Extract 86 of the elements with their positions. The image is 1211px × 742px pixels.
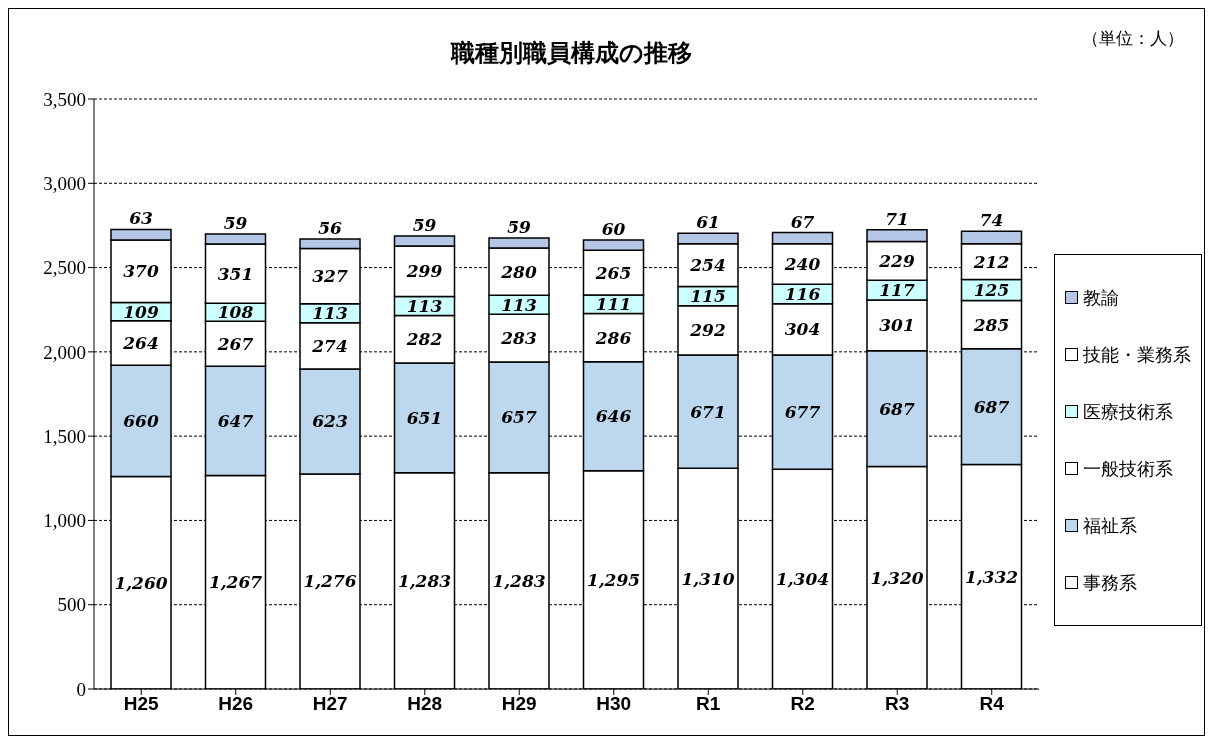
data-label: 113 bbox=[406, 295, 443, 316]
data-label: 1,332 bbox=[964, 566, 1019, 587]
y-tick-label: 500 bbox=[57, 594, 86, 616]
data-label: 285 bbox=[972, 314, 1010, 335]
x-tick-label: H29 bbox=[501, 693, 537, 715]
y-tick-label: 0 bbox=[76, 678, 86, 700]
data-label: 660 bbox=[123, 411, 159, 432]
data-label: 1,283 bbox=[492, 570, 546, 591]
data-label: 623 bbox=[312, 411, 348, 432]
x-tick-label: H26 bbox=[218, 693, 254, 715]
data-label: 240 bbox=[783, 254, 821, 275]
data-label: 111 bbox=[595, 294, 632, 315]
data-label: 1,304 bbox=[775, 569, 830, 590]
x-tick-label: H30 bbox=[596, 693, 632, 715]
x-tick-label: H25 bbox=[123, 693, 160, 715]
legend-label: 事務系 bbox=[1083, 570, 1137, 595]
data-label: 1,267 bbox=[208, 572, 263, 593]
data-label: 646 bbox=[595, 406, 632, 427]
data-label: 301 bbox=[879, 315, 915, 336]
data-label: 282 bbox=[405, 329, 443, 350]
data-label: 1,260 bbox=[114, 572, 168, 593]
data-label: 60 bbox=[601, 219, 626, 240]
y-tick-label: 3,500 bbox=[43, 88, 86, 110]
data-label: 115 bbox=[690, 286, 726, 307]
data-label: 1,320 bbox=[870, 567, 924, 588]
data-label: 254 bbox=[689, 255, 726, 276]
chart-title: 職種別職員構成の推移 bbox=[449, 38, 693, 69]
data-label: 109 bbox=[123, 301, 159, 322]
data-label: 74 bbox=[979, 210, 1004, 231]
y-tick-label: 2,500 bbox=[43, 257, 86, 279]
data-label: 292 bbox=[689, 320, 726, 341]
data-label: 116 bbox=[784, 284, 821, 305]
x-tick-label: R1 bbox=[696, 693, 721, 715]
data-label: 108 bbox=[217, 302, 254, 323]
data-label: 61 bbox=[696, 212, 720, 233]
data-label: 1,283 bbox=[397, 570, 452, 591]
data-label: 1,295 bbox=[586, 569, 641, 590]
data-label: 299 bbox=[405, 261, 443, 282]
data-label: 59 bbox=[507, 217, 531, 238]
data-label: 63 bbox=[129, 208, 153, 229]
data-label: 229 bbox=[878, 250, 915, 271]
data-label: 59 bbox=[412, 215, 437, 236]
data-label: 651 bbox=[406, 407, 443, 428]
data-label: 71 bbox=[885, 208, 909, 229]
text: （単位：人） bbox=[1082, 27, 1184, 50]
data-label: 327 bbox=[312, 266, 348, 287]
data-label: 1,276 bbox=[303, 571, 357, 592]
data-label: 212 bbox=[972, 251, 1010, 272]
data-label: 370 bbox=[123, 261, 159, 282]
x-tick-label: H27 bbox=[312, 693, 348, 715]
x-tick-label: H28 bbox=[407, 693, 443, 715]
legend-label: 教諭 bbox=[1083, 285, 1119, 310]
data-label: 671 bbox=[690, 401, 726, 422]
data-label: 657 bbox=[501, 407, 537, 428]
legend-label: 福祉系 bbox=[1083, 513, 1137, 538]
legend-label: 一般技術系 bbox=[1083, 456, 1173, 481]
data-label: 1,310 bbox=[681, 568, 735, 589]
data-label: 280 bbox=[500, 261, 537, 282]
data-label: 677 bbox=[784, 402, 821, 423]
data-label: 59 bbox=[223, 213, 248, 234]
x-tick-label: R2 bbox=[790, 693, 815, 715]
data-label: 67 bbox=[790, 211, 815, 232]
data-label: 125 bbox=[973, 280, 1010, 301]
x-tick-label: R3 bbox=[885, 693, 910, 715]
data-label: 687 bbox=[973, 396, 1010, 417]
legend-label: 技能・業務系 bbox=[1083, 342, 1191, 367]
x-tick-label: R4 bbox=[979, 693, 1005, 715]
y-tick-label: 1,000 bbox=[43, 510, 86, 532]
data-label: 286 bbox=[594, 327, 632, 348]
data-label: 264 bbox=[122, 333, 159, 354]
data-label: 274 bbox=[311, 335, 348, 356]
data-label: 56 bbox=[318, 218, 342, 239]
y-tick-label: 3,000 bbox=[43, 173, 86, 195]
data-label: 351 bbox=[217, 263, 254, 284]
y-tick-label: 2,000 bbox=[43, 341, 86, 363]
legend-label: 医療技術系 bbox=[1083, 399, 1173, 424]
data-label: 117 bbox=[879, 280, 915, 301]
data-label: 304 bbox=[784, 319, 821, 340]
data-label: 647 bbox=[217, 410, 254, 431]
data-label: 267 bbox=[216, 333, 254, 354]
y-tick-label: 1,500 bbox=[43, 425, 86, 447]
data-label: 687 bbox=[879, 398, 915, 419]
data-label: 113 bbox=[501, 294, 537, 315]
data-label: 265 bbox=[594, 262, 632, 283]
data-label: 113 bbox=[312, 303, 348, 324]
data-label: 283 bbox=[500, 328, 537, 349]
